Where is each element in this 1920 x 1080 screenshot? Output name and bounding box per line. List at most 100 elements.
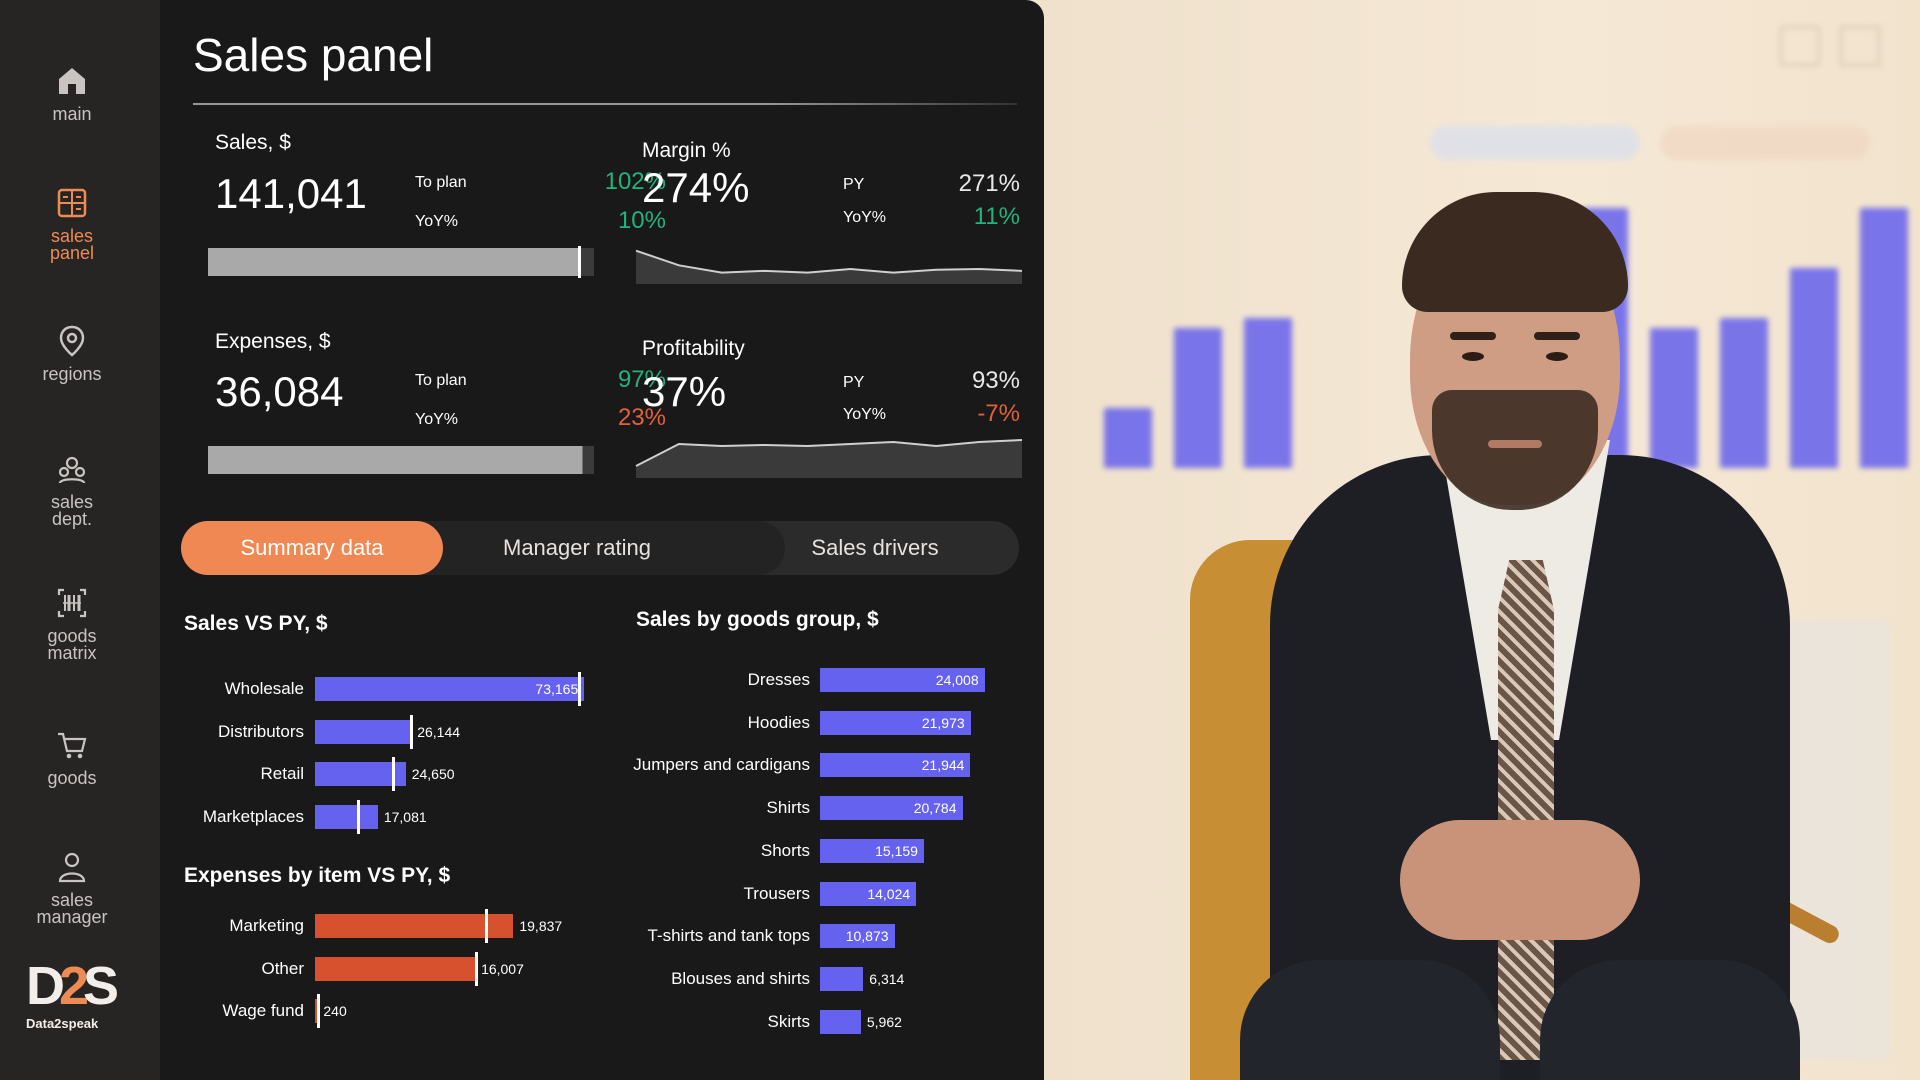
- bar-category-label: Wholesale: [224, 679, 304, 698]
- bar-value-label: 5,962: [866, 1013, 902, 1030]
- kpi-py-label: PY: [843, 176, 865, 193]
- bar[interactable]: [820, 796, 963, 821]
- sidebar-item-sales-manager[interactable]: sales manager: [0, 850, 144, 926]
- bar[interactable]: [820, 838, 924, 863]
- bar[interactable]: [820, 881, 917, 906]
- expenses-plan-progress: [208, 446, 594, 474]
- kpi-yoy-label: YoY%: [843, 209, 886, 226]
- kpi-label: Expenses, $: [215, 330, 331, 353]
- cart-icon: [58, 732, 87, 759]
- bar[interactable]: [315, 719, 412, 744]
- kpi-yoy-label: YoY%: [415, 411, 458, 428]
- sidebar: main sales panel regions sales dept. goo…: [0, 0, 160, 1080]
- sales-vs-py-title: Sales VS PY, $: [184, 612, 328, 635]
- bar[interactable]: [820, 924, 895, 949]
- bar-category-label: T-shirts and tank tops: [647, 926, 810, 946]
- person-brow: [1534, 332, 1580, 340]
- background-bar: [1860, 208, 1908, 468]
- bar[interactable]: [820, 1009, 861, 1034]
- bar-category-label: Wage fund: [222, 1001, 304, 1020]
- sparkline-area: [636, 250, 1022, 284]
- background-bar: [1104, 408, 1152, 468]
- sidebar-item-label: sales panel: [49, 226, 95, 263]
- kpi-to-plan-label: To plan: [415, 372, 467, 389]
- sidebar-item-label: goods matrix: [47, 626, 97, 663]
- tab-manager-rating[interactable]: Manager rating: [503, 535, 651, 560]
- sidebar-item-label: main: [52, 104, 92, 124]
- bar[interactable]: [820, 966, 864, 991]
- map-pin-icon: [59, 325, 85, 357]
- kpi-value: 37%: [642, 368, 727, 415]
- person-hands: [1400, 820, 1640, 940]
- bar[interactable]: [820, 753, 971, 778]
- sales-plan-progress: [208, 248, 594, 276]
- hero-photo: [1040, 0, 1920, 1080]
- py-marker: [409, 714, 413, 749]
- bar-category-label: Other: [261, 958, 304, 978]
- tab-bar: Summary data Manager rating Sales driver…: [181, 521, 1019, 575]
- bar[interactable]: [315, 677, 585, 701]
- bar[interactable]: [315, 914, 514, 938]
- bar-value-label: 10,873: [845, 928, 889, 945]
- person-eye: [1462, 352, 1484, 361]
- kpi-to-plan-value: 97%: [617, 366, 666, 393]
- sidebar-item-goods[interactable]: goods: [0, 728, 144, 787]
- team-icon: [58, 456, 86, 484]
- profitability-sparkline: [635, 439, 1023, 478]
- bar-value-label: 21,973: [921, 714, 965, 731]
- kpi-value: 141,041: [215, 170, 367, 217]
- person-mouth: [1488, 440, 1542, 448]
- sidebar-item-main[interactable]: main: [0, 64, 144, 123]
- background-filter-orange: [1660, 126, 1870, 160]
- person-knee: [1540, 960, 1800, 1080]
- background-bar: [1720, 318, 1768, 468]
- background-bar: [1650, 328, 1698, 468]
- bar-value-label: 17,081: [383, 808, 427, 825]
- background-filter-icon: [1840, 26, 1880, 66]
- bar-value-label: 24,650: [411, 766, 455, 782]
- bar-value-label: 15,159: [875, 842, 918, 859]
- person-eye: [1546, 352, 1568, 361]
- sparkline-line: [635, 439, 1023, 467]
- kpi-label: Margin %: [642, 139, 731, 162]
- tab-summary-data[interactable]: Summary data: [181, 521, 443, 575]
- background-bar: [1174, 328, 1222, 468]
- py-marker: [317, 994, 320, 1028]
- background-bar: [1244, 318, 1292, 468]
- bar-category-label: Retail: [260, 764, 304, 783]
- bar-value-label: 19,837: [519, 918, 563, 934]
- tab-sales-drivers[interactable]: Sales drivers: [811, 535, 939, 560]
- kpi-py-label: PY: [843, 374, 865, 391]
- person-knee: [1240, 960, 1500, 1080]
- bar[interactable]: [315, 999, 318, 1023]
- bar[interactable]: [315, 804, 378, 829]
- kpi-to-plan-label: To plan: [415, 174, 467, 191]
- person-brow: [1450, 332, 1496, 340]
- kpi-py-value: 271%: [958, 170, 1020, 197]
- bar-category-label: Hoodies: [747, 712, 810, 732]
- bar-category-label: Blouses and shirts: [671, 968, 810, 988]
- bar-category-label: Dresses: [747, 670, 810, 689]
- bar[interactable]: [315, 762, 406, 786]
- tab-background: [405, 521, 785, 575]
- calculator-icon: [57, 188, 87, 218]
- sidebar-item-sales-panel[interactable]: sales panel: [0, 186, 144, 262]
- sidebar-item-goods-matrix[interactable]: goods matrix: [0, 586, 144, 662]
- sidebar-item-label: sales manager: [36, 890, 108, 927]
- bar[interactable]: [820, 668, 985, 692]
- sidebar-item-regions[interactable]: regions: [0, 324, 144, 383]
- kpi-value: 274%: [642, 164, 750, 211]
- background-chart-icon: [1780, 26, 1820, 66]
- py-marker: [578, 672, 582, 706]
- py-marker: [391, 757, 395, 791]
- py-marker: [485, 909, 488, 943]
- bar-category-label: Shirts: [766, 798, 810, 818]
- sidebar-item-sales-dept[interactable]: sales dept.: [0, 452, 144, 528]
- kpi-py-value: 93%: [971, 367, 1020, 394]
- person-beard: [1432, 390, 1598, 510]
- sidebar-item-label: goods: [47, 768, 97, 788]
- bar[interactable]: [315, 956, 476, 981]
- kpi-yoy-value: -7%: [977, 400, 1020, 427]
- bar[interactable]: [820, 710, 971, 735]
- bar-value-label: 24,008: [935, 672, 979, 688]
